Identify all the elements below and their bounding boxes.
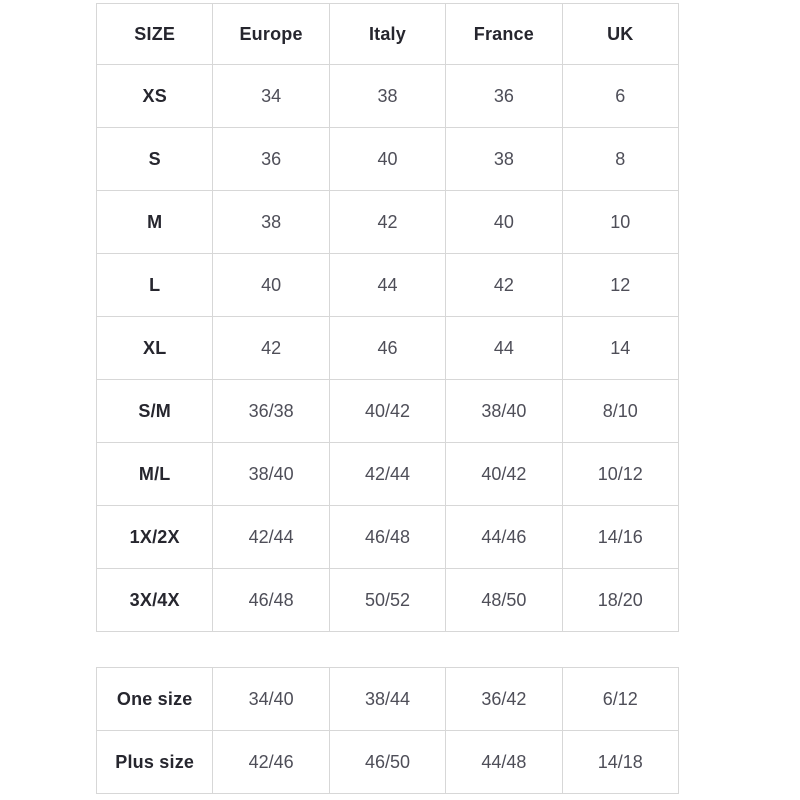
header-row: SIZE Europe Italy France UK [95,3,680,65]
value-cell: 38 [328,64,447,128]
table-row: M 38 42 40 10 [95,190,680,254]
row-label: 1X/2X [95,505,214,569]
table-row: S 36 40 38 8 [95,127,680,191]
value-cell: 50/52 [328,568,447,632]
row-label: L [95,253,214,317]
value-cell: 42 [212,316,330,380]
value-cell: 38/40 [445,379,563,443]
value-cell: 10 [561,190,680,254]
row-label: M [95,190,214,254]
table-row: 3X/4X 46/48 50/52 48/50 18/20 [95,568,680,632]
table-row: Plus size 42/46 46/50 44/48 14/18 [95,730,680,794]
value-cell: 44/46 [445,505,563,569]
value-cell: 46/50 [328,730,447,794]
row-label: 3X/4X [95,568,214,632]
special-sizes-table: One size 34/40 38/44 36/42 6/12 Plus size 42/4… [95,667,680,794]
row-label: XS [95,64,214,128]
value-cell: 40 [445,190,563,254]
value-cell: 14 [561,316,680,380]
table-row: One size 34/40 38/44 36/42 6/12 [95,667,680,731]
value-cell: 6/12 [561,667,680,731]
value-cell: 6 [561,64,680,128]
value-cell: 38/44 [328,667,447,731]
value-cell: 36 [212,127,330,191]
row-label: XL [95,316,214,380]
value-cell: 44 [328,253,447,317]
table-row: L 40 44 42 12 [95,253,680,317]
size-conversion-table: SIZE Europe Italy France UK XS 34 38 36 6 S 36 40 38 8… [95,3,680,632]
table-row: 1X/2X 42/44 46/48 44/46 14/16 [95,505,680,569]
row-label: Plus size [95,730,214,794]
table-row: XL 42 46 44 14 [95,316,680,380]
value-cell: 34/40 [212,667,330,731]
value-cell: 40 [212,253,330,317]
row-label: One size [95,667,214,731]
value-cell: 14/18 [561,730,680,794]
row-label: S [95,127,214,191]
value-cell: 38/40 [212,442,330,506]
value-cell: 8/10 [561,379,680,443]
column-header-europe: Europe [212,3,330,65]
table-row: XS 34 38 36 6 [95,64,680,128]
value-cell: 38 [445,127,563,191]
column-header-size: SIZE [95,3,214,65]
value-cell: 42/44 [212,505,330,569]
value-cell: 8 [561,127,680,191]
value-cell: 36/38 [212,379,330,443]
value-cell: 46/48 [212,568,330,632]
value-cell: 36/42 [445,667,563,731]
value-cell: 44 [445,316,563,380]
value-cell: 18/20 [561,568,680,632]
value-cell: 42 [445,253,563,317]
value-cell: 40/42 [445,442,563,506]
value-cell: 44/48 [445,730,563,794]
value-cell: 42/46 [212,730,330,794]
value-cell: 10/12 [561,442,680,506]
column-header-france: France [445,3,563,65]
value-cell: 38 [212,190,330,254]
value-cell: 42 [328,190,447,254]
column-header-uk: UK [561,3,680,65]
value-cell: 14/16 [561,505,680,569]
table-row: S/M 36/38 40/42 38/40 8/10 [95,379,680,443]
column-header-italy: Italy [328,3,447,65]
table-row: M/L 38/40 42/44 40/42 10/12 [95,442,680,506]
value-cell: 46/48 [328,505,447,569]
value-cell: 40/42 [328,379,447,443]
value-cell: 46 [328,316,447,380]
value-cell: 42/44 [328,442,447,506]
value-cell: 34 [212,64,330,128]
value-cell: 36 [445,64,563,128]
value-cell: 48/50 [445,568,563,632]
row-label: S/M [95,379,214,443]
value-cell: 40 [328,127,447,191]
value-cell: 12 [561,253,680,317]
row-label: M/L [95,442,214,506]
